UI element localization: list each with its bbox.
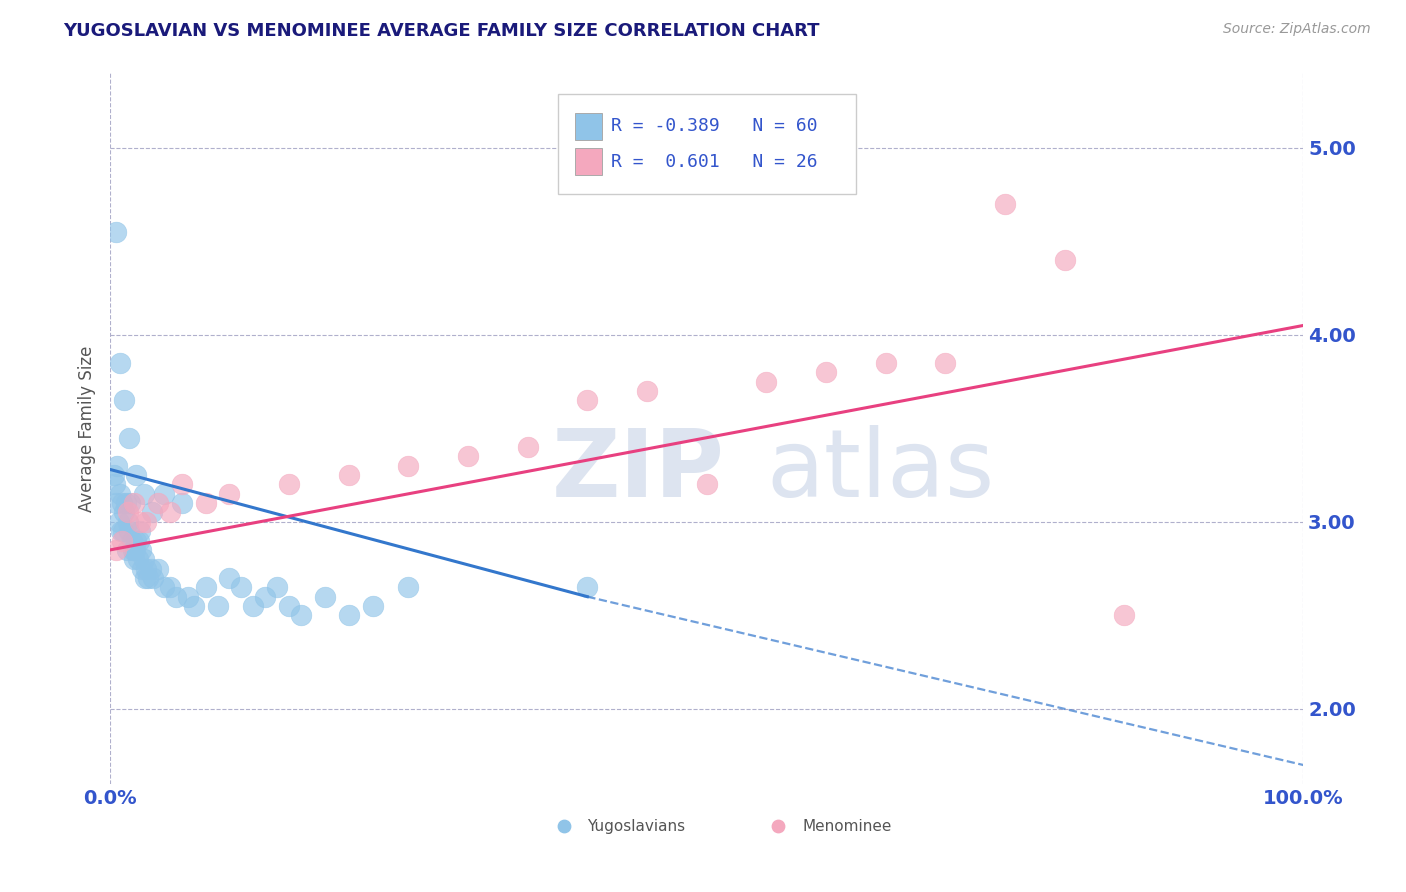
Point [170, 496, 193, 510]
Point [1053, 252, 1076, 267]
Point [129, 524, 152, 539]
Point [194, 496, 217, 510]
Point [117, 515, 139, 529]
Point [290, 608, 312, 623]
Point [278, 477, 301, 491]
Point [139, 561, 162, 575]
Point [177, 590, 200, 604]
Point [361, 599, 384, 613]
Point [105, 496, 128, 510]
Point [114, 506, 136, 520]
Point [108, 356, 131, 370]
Point [111, 496, 134, 510]
Point [107, 515, 129, 529]
Point [112, 524, 135, 539]
Point [124, 542, 146, 557]
Point [103, 468, 125, 483]
Point [1114, 608, 1136, 623]
Point [138, 571, 160, 585]
Point [118, 431, 141, 445]
Point [314, 590, 336, 604]
Point [254, 590, 277, 604]
Point [266, 580, 288, 594]
Point [636, 384, 658, 398]
Point [125, 533, 148, 548]
Point [105, 542, 128, 557]
Point [125, 468, 148, 483]
Point [242, 599, 264, 613]
Point [129, 542, 152, 557]
Point [146, 561, 169, 575]
Point [696, 477, 718, 491]
Point [218, 571, 240, 585]
Point [120, 496, 142, 510]
Point [128, 533, 150, 548]
Point [278, 599, 301, 613]
Point [183, 599, 205, 613]
Point [576, 580, 599, 594]
Point [105, 458, 128, 473]
Point [142, 571, 165, 585]
Point [108, 487, 131, 501]
Point [121, 533, 143, 548]
Text: Source: ZipAtlas.com: Source: ZipAtlas.com [1223, 22, 1371, 37]
Point [132, 487, 155, 501]
Text: R =  0.601   N = 26: R = 0.601 N = 26 [612, 153, 818, 171]
Point [131, 561, 153, 575]
Point [194, 580, 217, 594]
Point [396, 458, 419, 473]
Point [755, 375, 778, 389]
Point [934, 356, 956, 370]
Point [132, 552, 155, 566]
Point [159, 506, 181, 520]
Bar [575, 148, 602, 176]
Point [153, 487, 176, 501]
Text: R = -0.389   N = 60: R = -0.389 N = 60 [612, 117, 818, 136]
Point [114, 393, 136, 408]
FancyBboxPatch shape [558, 95, 856, 194]
Point [111, 533, 134, 548]
Point [122, 496, 145, 510]
Point [207, 599, 229, 613]
Point [105, 225, 128, 239]
Point [337, 468, 360, 483]
Bar [575, 112, 602, 140]
Text: YUGOSLAVIAN VS MENOMINEE AVERAGE FAMILY SIZE CORRELATION CHART: YUGOSLAVIAN VS MENOMINEE AVERAGE FAMILY … [63, 22, 820, 40]
Point [218, 487, 240, 501]
Text: Yugoslavians: Yugoslavians [588, 819, 686, 834]
Point [121, 542, 143, 557]
Point [134, 571, 156, 585]
Point [994, 197, 1017, 211]
Point [231, 580, 253, 594]
Point [153, 580, 176, 594]
Point [129, 515, 152, 529]
Point [516, 440, 538, 454]
Point [122, 552, 145, 566]
Point [814, 365, 837, 379]
Point [104, 477, 127, 491]
Text: Menominee: Menominee [803, 819, 891, 834]
Text: ZIP: ZIP [551, 425, 724, 517]
Point [135, 515, 157, 529]
Point [127, 552, 149, 566]
Point [118, 524, 141, 539]
Point [457, 450, 479, 464]
Point [110, 524, 132, 539]
Point [159, 580, 181, 594]
Point [114, 496, 136, 510]
Y-axis label: Average Family Size: Average Family Size [79, 345, 96, 511]
Point [115, 542, 138, 557]
Point [576, 393, 599, 408]
Point [146, 496, 169, 510]
Point [337, 608, 360, 623]
Point [170, 477, 193, 491]
Point [141, 506, 163, 520]
Point [396, 580, 419, 594]
Point [117, 506, 139, 520]
Point [165, 590, 187, 604]
Point [875, 356, 897, 370]
Text: atlas: atlas [766, 425, 994, 517]
Point [135, 561, 157, 575]
